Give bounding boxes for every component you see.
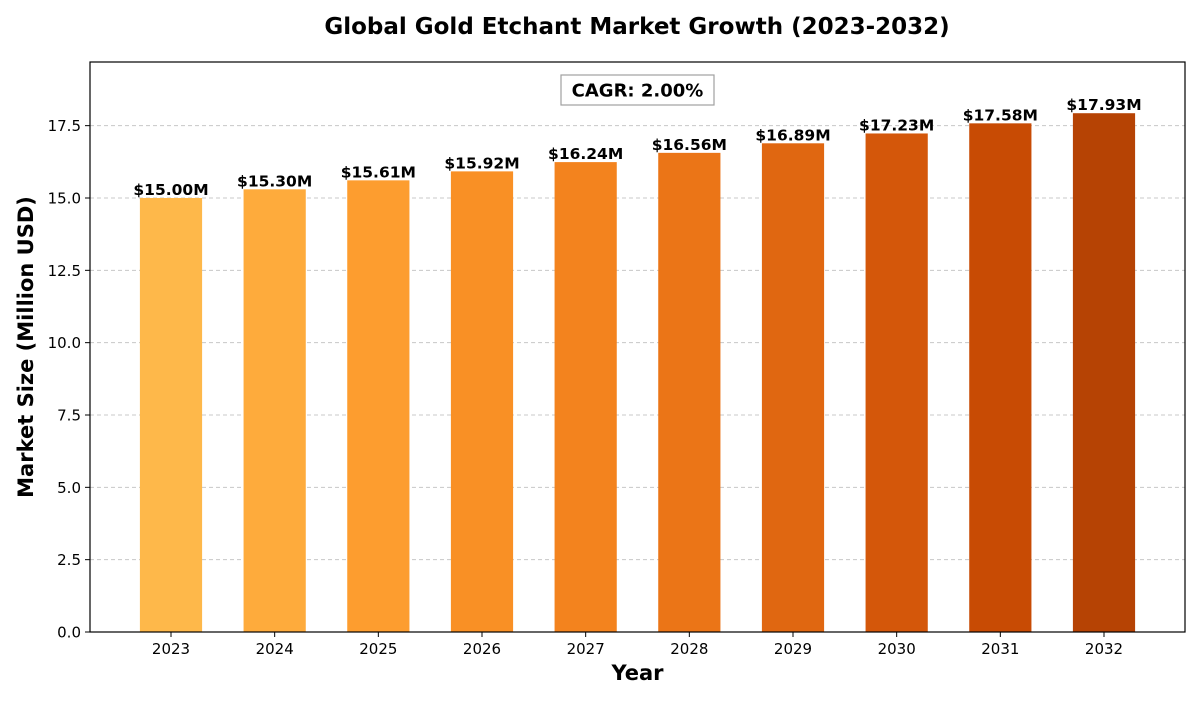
y-axis-label: Market Size (Million USD)	[14, 196, 38, 498]
plot-area-frame	[89, 61, 1186, 633]
y-tick-label: 7.5	[57, 406, 81, 424]
x-tick-label: 2028	[670, 640, 708, 658]
bar-value-labels: $15.00M $15.30M $15.61M $15.92M $16.24M $16.5…	[133, 96, 1141, 199]
bar-value-label: $15.30M	[237, 172, 312, 190]
bar-2029	[761, 143, 825, 632]
bar-2023	[139, 197, 203, 632]
cagr-annotation-text: CAGR: 2.00%	[572, 81, 704, 102]
bar-value-label: $17.23M	[859, 116, 934, 134]
bar-value-label: $15.00M	[133, 181, 208, 199]
x-tick-label: 2029	[774, 640, 812, 658]
bar-value-label: $16.24M	[548, 145, 623, 163]
chart-title: Global Gold Etchant Market Growth (2023-…	[324, 14, 949, 40]
bar-value-label: $15.92M	[444, 154, 519, 172]
y-tick-label: 17.5	[48, 117, 81, 135]
cagr-annotation: CAGR: 2.00%	[560, 74, 715, 106]
bar-value-label: $16.56M	[652, 136, 727, 154]
x-tick-label: 2023	[152, 640, 190, 658]
x-tick-label: 2031	[981, 640, 1019, 658]
x-tick-label: 2024	[256, 640, 294, 658]
bar-value-label: $17.93M	[1066, 96, 1141, 114]
bars	[139, 113, 1136, 633]
bar-2032	[1072, 113, 1136, 632]
x-tick-label: 2032	[1085, 640, 1123, 658]
bar-value-label: $15.61M	[341, 163, 416, 181]
bar-value-label: $16.89M	[755, 126, 830, 144]
bar-2024	[243, 189, 306, 633]
bar-2031	[969, 123, 1032, 633]
x-tick-label: 2026	[463, 640, 501, 658]
cagr-annotation-box	[560, 74, 715, 106]
x-axis-ticks: 2023 2024 2025 2026 2027 2028 2029 2030 2031 2032	[152, 632, 1123, 658]
bar-2026	[450, 171, 514, 633]
bar-2025	[347, 180, 410, 633]
y-axis-ticks: 0.0 2.5 5.0 7.5 10.0 12.5 15.0 17.5	[48, 117, 90, 642]
y-tick-label: 12.5	[48, 262, 81, 280]
y-tick-label: 5.0	[57, 479, 81, 497]
x-tick-label: 2030	[878, 640, 916, 658]
x-tick-label: 2027	[567, 640, 605, 658]
y-tick-label: 10.0	[48, 334, 81, 352]
bar-2027	[554, 162, 617, 632]
x-axis-label: Year	[610, 661, 664, 685]
bar-value-label: $17.58M	[963, 106, 1038, 124]
y-tick-label: 15.0	[48, 189, 81, 207]
bar-2030	[865, 133, 928, 632]
y-tick-label: 2.5	[57, 551, 81, 569]
y-tick-label: 0.0	[57, 624, 81, 642]
x-tick-label: 2025	[359, 640, 397, 658]
bar-2028	[658, 152, 721, 633]
